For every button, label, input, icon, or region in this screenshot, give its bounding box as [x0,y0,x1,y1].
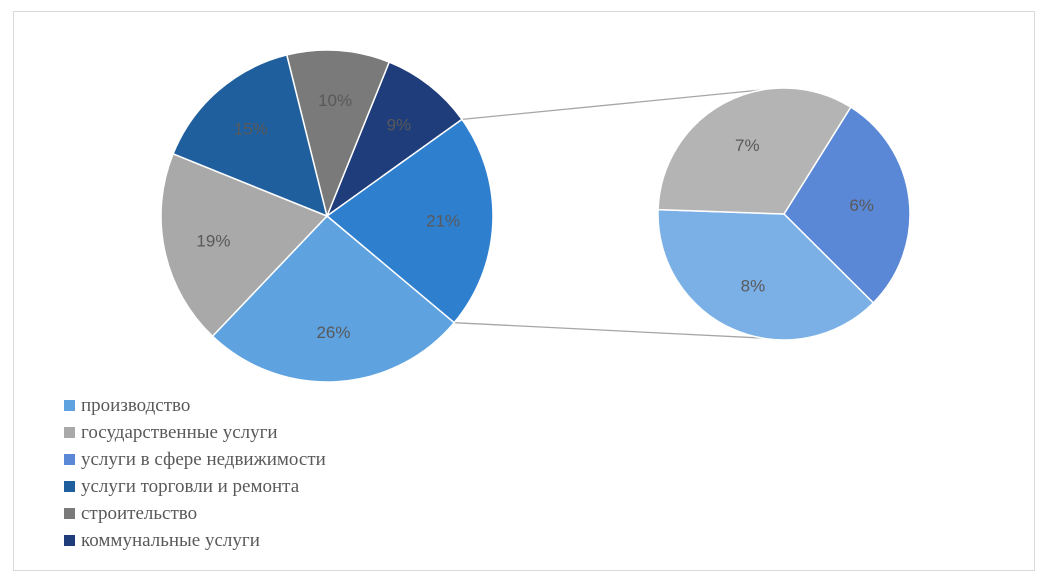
legend-label: услуги торговли и ремонта [81,475,300,497]
secondary-label-part-1: 8% [741,277,766,296]
main-label-construction: 10% [318,91,352,110]
legend-label: производство [81,394,191,416]
secondary-slice-part-1 [657,208,875,341]
legend: производство государственные услуги услуги… [64,392,326,554]
main-label-breakdown: 21% [426,211,460,230]
legend-label: услуги в сфере недвижимости [81,448,326,470]
main-label-production: 26% [316,323,350,342]
legend-swatch [64,400,75,411]
secondary-pie [657,87,911,341]
secondary-label-part-2: 7% [735,136,760,155]
data-labels: 9% 21% 26% 19% 15% 10% 6% 8% 7% [196,91,873,342]
legend-label: государственные услуги [81,421,278,443]
legend-swatch [64,508,75,519]
main-slice-trade-repair-services [172,54,329,218]
legend-item-public-services: государственные услуги [64,419,326,446]
secondary-slice-real-estate-services [783,106,911,304]
legend-label: строительство [81,502,198,524]
legend-item-production: производство [64,392,326,419]
connector-line-top [461,89,763,121]
legend-item-construction: строительство [64,500,326,527]
legend-item-utilities: коммунальные услуги [64,527,326,554]
legend-item-trade-repair-services: услуги торговли и ремонта [64,473,326,500]
main-slice-production [211,214,456,383]
main-slice-utilities [325,61,464,219]
secondary-label-real-estate-services: 6% [849,196,874,215]
main-label-utilities: 9% [387,116,412,135]
legend-swatch [64,535,75,546]
secondary-slice-part-2 [657,87,852,215]
connector-lines [454,89,763,339]
legend-swatch [64,427,75,438]
connector-line-bottom [454,322,763,339]
main-label-public-services: 19% [196,232,230,251]
legend-item-real-estate-services: услуги в сфере недвижимости [64,446,326,473]
main-slice-construction [285,49,391,219]
main-slice-breakdown [325,118,494,324]
legend-label: коммунальные услуги [81,529,260,551]
legend-swatch [64,454,75,465]
legend-swatch [64,481,75,492]
main-pie [160,49,494,383]
main-label-trade-repair-services: 15% [234,119,268,138]
